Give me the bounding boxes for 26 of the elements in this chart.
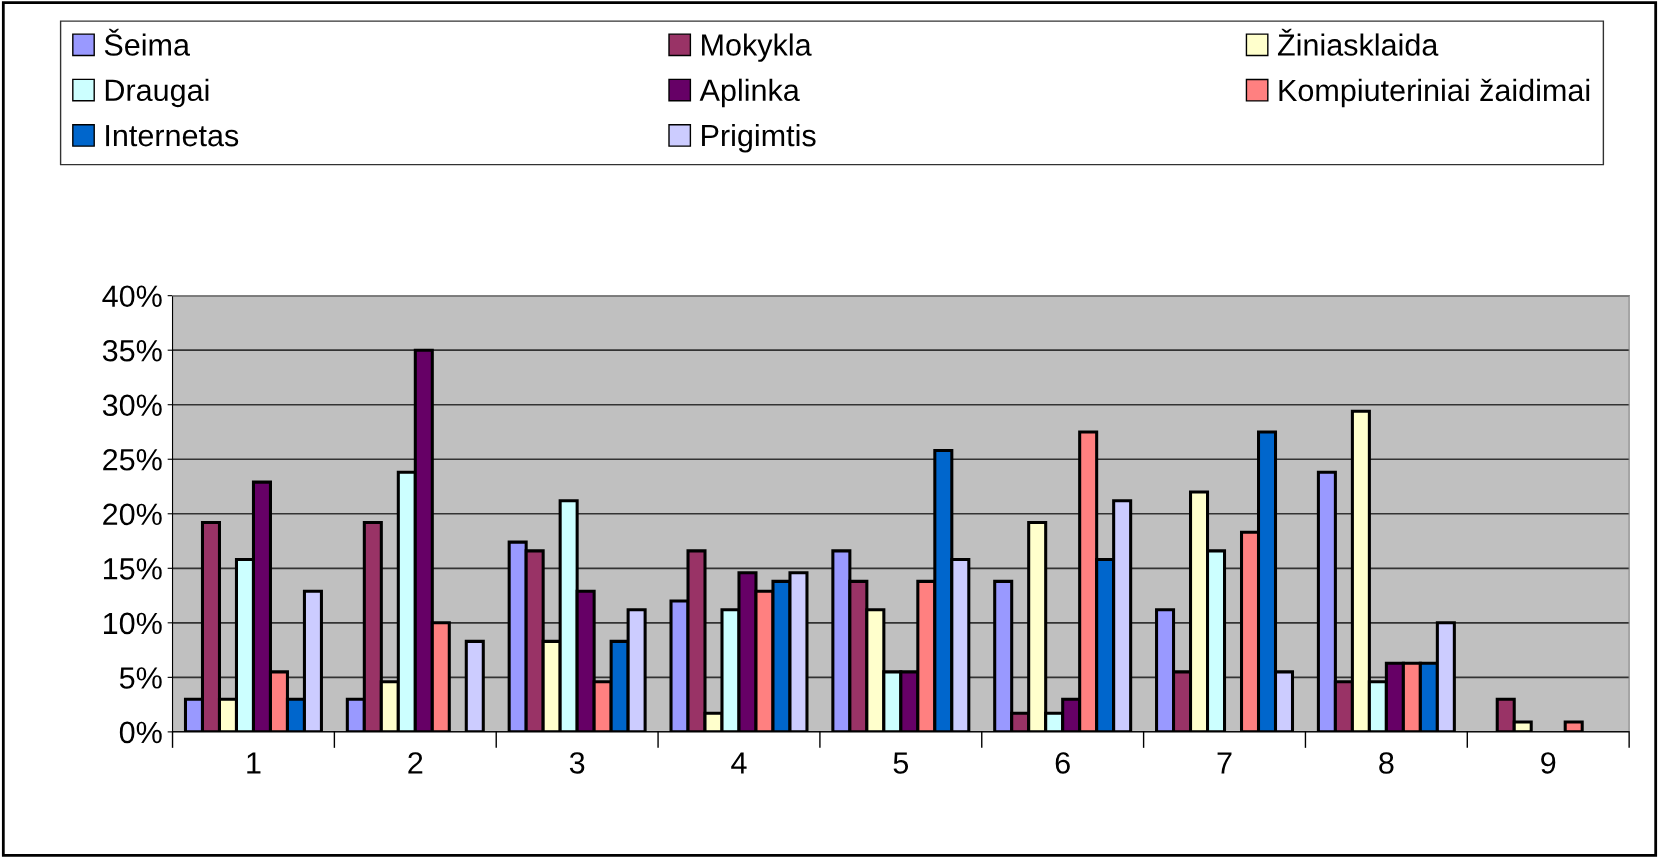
x-tick-label: 8 [1379,752,1394,774]
y-tick-label: 20% [103,503,162,526]
x-tick-label: 7 [1217,752,1232,774]
legend-label: Mokykla [702,33,812,62]
x-tick-label: 1 [247,752,261,774]
y-tick-label: 35% [102,339,162,362]
legend-label: Šeima [104,28,190,56]
legend-label: Internetas [106,125,239,147]
legend-label: Žiniasklaida [1277,28,1439,56]
x-tick-label: 3 [569,752,585,774]
legend-label: Aplinka [699,78,800,108]
y-tick-label: 30% [102,394,162,417]
x-tick-label: 5 [893,752,909,774]
y-tick-label: 25% [103,448,162,471]
y-tick-label: 0% [119,721,162,744]
y-tick-label: 15% [103,558,162,580]
legend-label: Prigimtis [702,123,816,153]
x-tick-label: 9 [1541,752,1556,774]
y-tick-label: 10% [103,612,162,635]
x-tick-label: 4 [731,752,747,774]
x-tick-label: 6 [1055,752,1070,774]
legend-label: Kompiuteriniai žaidimai [1279,78,1590,108]
y-tick-label: 5% [119,667,162,689]
x-tick-label: 2 [408,752,423,774]
legend-label: Draugai [105,78,209,108]
y-tick-label: 40% [102,285,162,308]
